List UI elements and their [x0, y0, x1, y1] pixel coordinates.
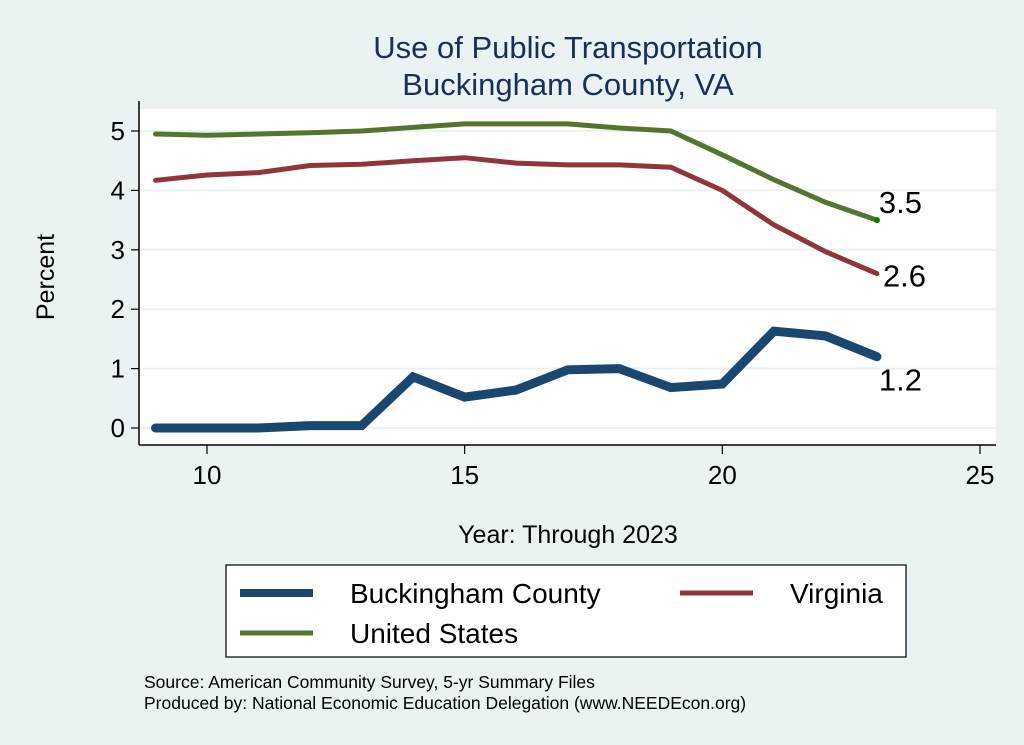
y-tick-label-0: 0 — [111, 413, 125, 443]
legend: Buckingham County Virginia United States — [225, 564, 907, 658]
y-tick-label-5: 5 — [111, 116, 125, 146]
series-lines — [151, 121, 882, 433]
end-marker-united-states — [873, 217, 880, 224]
end-labels: 3.5 2.6 1.2 — [879, 185, 926, 398]
produced-by-note: Produced by: National Economic Education… — [144, 693, 746, 713]
source-note: Source: American Community Survey, 5-yr … — [144, 672, 595, 692]
x-axis-label: Year: Through 2023 — [458, 521, 678, 549]
legend-label-buckingham: Buckingham County — [350, 578, 601, 609]
x-tick-label-10: 10 — [193, 460, 222, 490]
y-tick-label-1: 1 — [111, 354, 125, 384]
plot-area — [139, 109, 996, 445]
axes: 0 1 2 3 4 5 10 15 20 25 — [111, 101, 996, 490]
y-tick-label-4: 4 — [111, 175, 125, 205]
x-tick-label-25: 25 — [966, 460, 995, 490]
y-axis-label: Percent — [32, 234, 60, 320]
x-tick-label-15: 15 — [450, 460, 479, 490]
end-label-virginia: 2.6 — [883, 259, 926, 294]
series-line-buckingham — [151, 326, 882, 433]
end-label-buckingham: 1.2 — [879, 363, 922, 398]
y-tick-label-3: 3 — [111, 235, 125, 265]
chart-title-line-2: Buckingham County, VA — [402, 67, 734, 102]
series-line-virginia — [153, 155, 880, 277]
legend-label-virginia: Virginia — [790, 578, 883, 609]
series-line-united-states — [153, 121, 880, 223]
y-tick-label-2: 2 — [111, 294, 125, 324]
x-tick-label-20: 20 — [708, 460, 737, 490]
chart-title-line-1: Use of Public Transportation — [373, 30, 762, 65]
end-label-united-states: 3.5 — [879, 185, 922, 220]
legend-box — [225, 564, 907, 658]
legend-label-united-states: United States — [350, 618, 518, 649]
